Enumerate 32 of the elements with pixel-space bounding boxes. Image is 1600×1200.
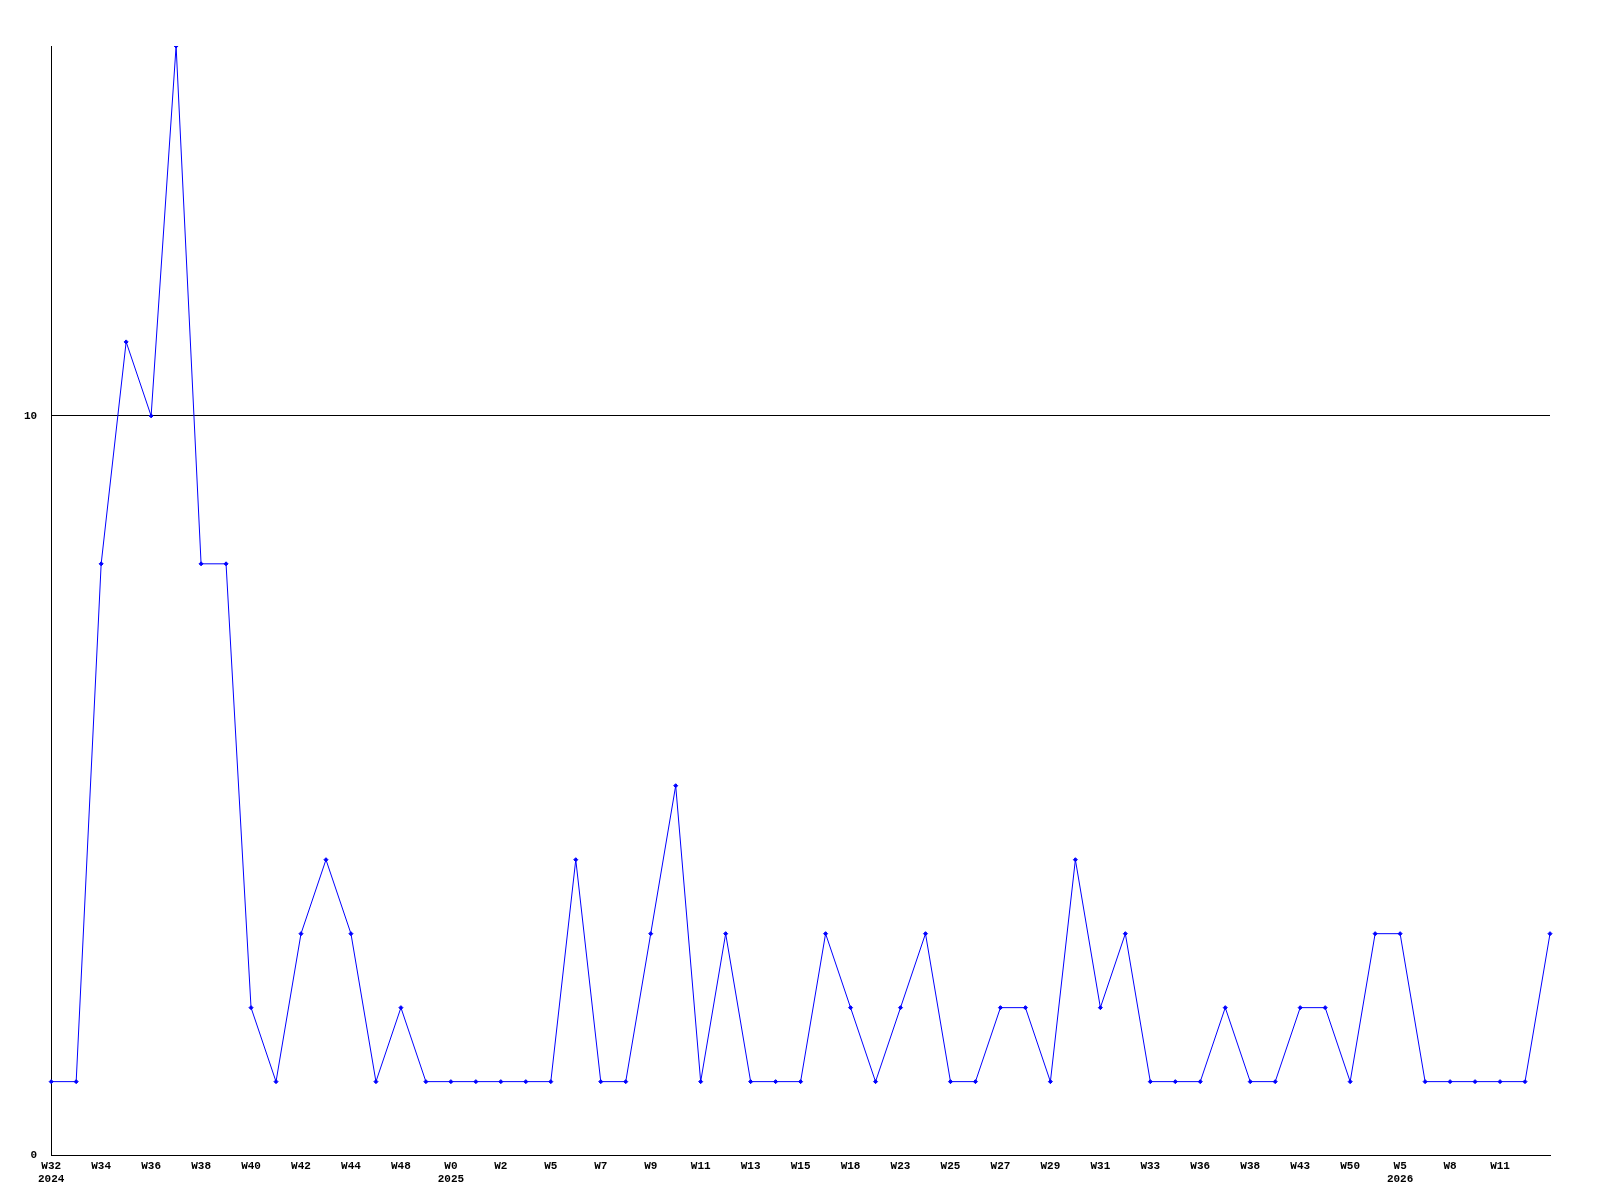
- x-tick-label: W11: [690, 1159, 711, 1172]
- x-tick-label: W29: [1040, 1159, 1061, 1172]
- x-tick-label: W8: [1443, 1159, 1458, 1172]
- x-tick-label: W5: [544, 1159, 558, 1172]
- x-tick-label: W44: [341, 1159, 362, 1172]
- x-tick-label: W23: [890, 1159, 911, 1172]
- x-tick-label: W33: [1140, 1159, 1161, 1172]
- x-tick-label: W11: [1490, 1159, 1511, 1172]
- x-tick-label: W25: [940, 1159, 961, 1172]
- x-tick-label: W32 2024: [38, 1159, 65, 1186]
- x-tick-label: W36: [141, 1159, 162, 1172]
- x-tick-label: W34: [91, 1159, 112, 1172]
- y-tick-label: 10: [24, 409, 38, 422]
- x-tick-label: W13: [740, 1159, 761, 1172]
- x-tick-label: W18: [840, 1159, 861, 1172]
- x-tick-label: W9: [644, 1159, 658, 1172]
- x-tick-label: W38: [191, 1159, 212, 1172]
- x-tick-label: W48: [391, 1159, 412, 1172]
- x-tick-label: W7: [594, 1159, 608, 1172]
- x-tick-label: W43: [1290, 1159, 1311, 1172]
- x-tick-label: W36: [1190, 1159, 1211, 1172]
- x-tick-label: W5 2026: [1386, 1159, 1414, 1186]
- x-tick-label: W38: [1240, 1159, 1261, 1172]
- x-tick-label: W15: [790, 1159, 811, 1172]
- x-tick-label: W42: [291, 1159, 311, 1172]
- x-tick-label: W50: [1340, 1159, 1361, 1172]
- x-tick-label: W31: [1090, 1159, 1111, 1172]
- x-tick-label: W0 2025: [437, 1159, 465, 1186]
- x-tick-label: W2: [494, 1159, 508, 1172]
- y-tick-label: 0: [30, 1149, 38, 1162]
- x-tick-label: W27: [990, 1159, 1011, 1172]
- x-tick-label: W40: [241, 1159, 261, 1172]
